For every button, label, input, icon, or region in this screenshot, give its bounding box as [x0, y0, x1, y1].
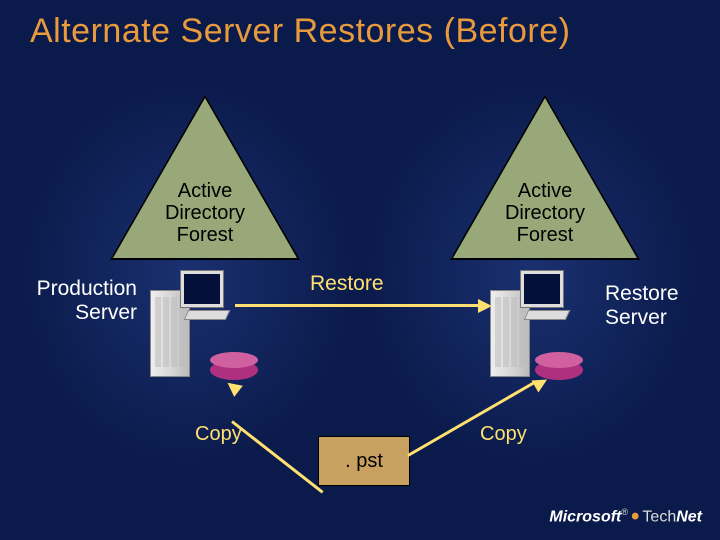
- microsoft-technet-logo: Microsoft®•TechNet: [549, 507, 702, 526]
- restore-arrow-line: [235, 304, 480, 307]
- server-keyboard-icon: [184, 310, 231, 320]
- restore-server-label: Restore Server: [605, 282, 679, 330]
- ad-forest-left-label: Active Directory Forest: [110, 180, 300, 246]
- production-disk-icon: [210, 360, 258, 380]
- production-server-label: Production Server: [22, 277, 137, 325]
- ad-forest-left: Active Directory Forest: [110, 95, 300, 260]
- restore-arrow-head: [478, 299, 492, 313]
- restore-label: Restore: [310, 272, 384, 296]
- ad-forest-right: Active Directory Forest: [450, 95, 640, 260]
- logo-tech: Tech: [642, 508, 676, 525]
- server-monitor-icon: [520, 270, 564, 308]
- production-server-icon: [150, 270, 220, 380]
- logo-net: Net: [676, 508, 702, 525]
- slide-title: Alternate Server Restores (Before): [30, 12, 570, 51]
- pst-file-box: . pst: [318, 436, 410, 486]
- title-main: Alternate Server Restores: [30, 12, 434, 50]
- title-sub: (Before): [444, 12, 571, 50]
- slide: Alternate Server Restores (Before) Activ…: [0, 0, 720, 540]
- logo-microsoft: Microsoft: [549, 508, 621, 525]
- ad-forest-right-label: Active Directory Forest: [450, 180, 640, 246]
- server-keyboard-icon: [524, 310, 571, 320]
- server-monitor-icon: [180, 270, 224, 308]
- copy-right-label: Copy: [480, 422, 527, 446]
